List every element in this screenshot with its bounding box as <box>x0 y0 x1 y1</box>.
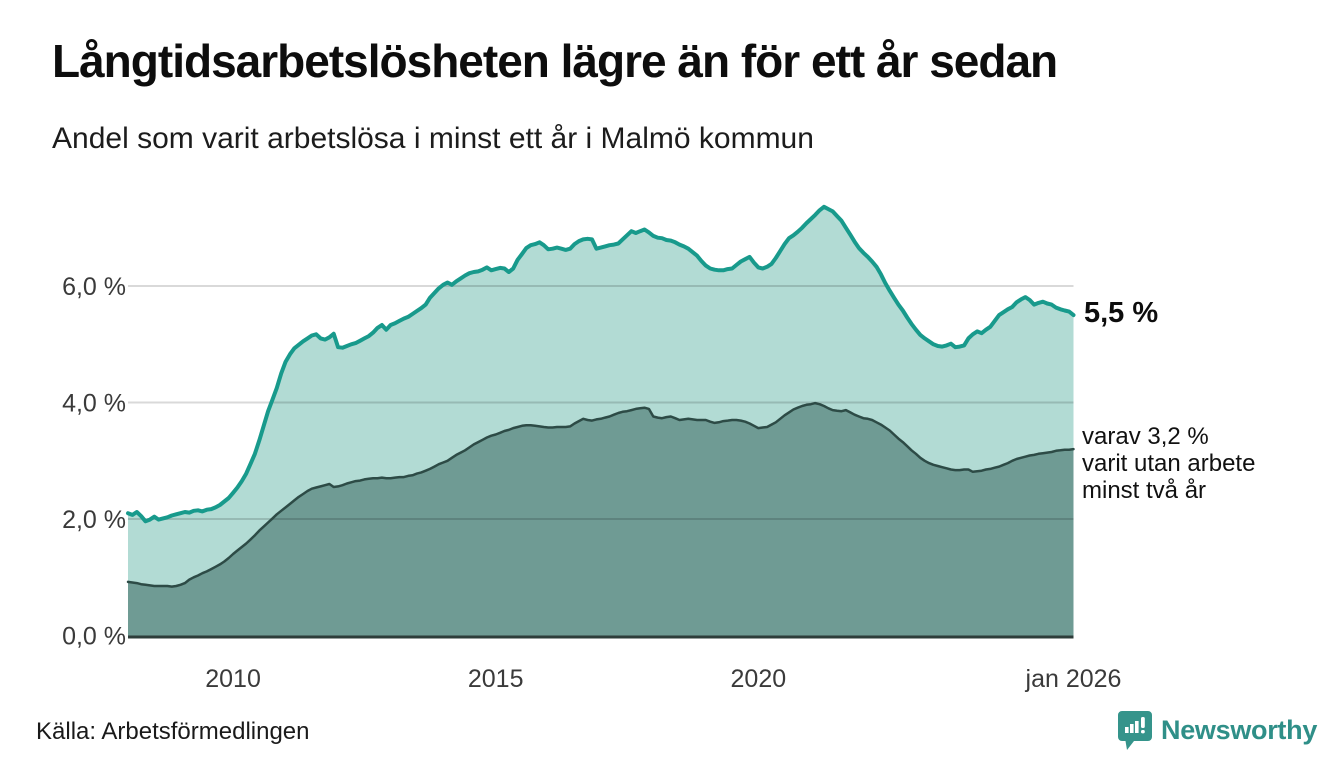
subset-label-line3: minst två år <box>1082 477 1207 504</box>
newsworthy-brand: Newsworthy <box>1117 710 1317 751</box>
total-line <box>126 204 1076 524</box>
x-tick-label: 2015 <box>468 665 524 693</box>
source-note: Källa: Arbetsförmedlingen <box>36 718 310 745</box>
y-tick-label: 2,0 % <box>62 506 126 534</box>
y-tick-label: 6,0 % <box>62 273 126 301</box>
subset-label-line2: varit utan arbete <box>1082 450 1256 477</box>
y-tick-label: 0,0 % <box>62 623 126 651</box>
area-subset <box>128 403 1074 636</box>
page-subtitle: Andel som varit arbetslösa i minst ett å… <box>52 122 814 155</box>
x-tick-label: jan 2026 <box>1025 665 1122 693</box>
newsworthy-brand-name: Newsworthy <box>1161 715 1318 745</box>
y-tick-label: 4,0 % <box>62 390 126 418</box>
total-value-label: 5,5 % <box>1084 297 1159 329</box>
x-tick-label: 2010 <box>205 665 261 693</box>
subset-label-line1: varav 3,2 % <box>1082 423 1209 450</box>
subset-value-label: varav 3,2 % varit utan arbete minst två … <box>1082 423 1255 504</box>
x-tick-label: 2020 <box>731 665 787 693</box>
subset-line <box>126 401 1075 588</box>
newsworthy-logo-icon <box>1118 711 1152 750</box>
page-title: Långtidsarbetslösheten lägre än för ett … <box>52 35 1058 87</box>
